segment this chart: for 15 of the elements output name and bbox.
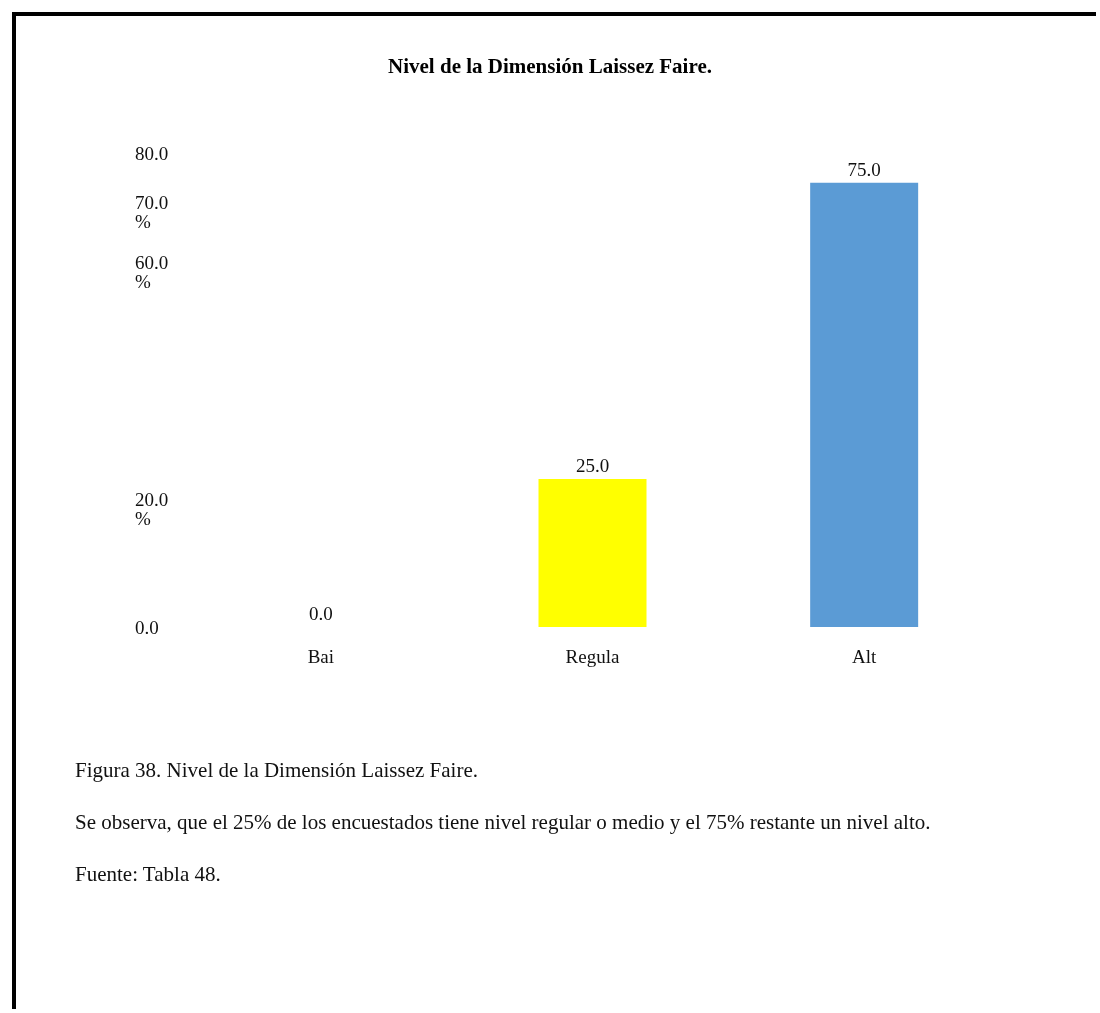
text: Figura 38. Nivel de la Dimensión Laissez Faire. — [75, 757, 479, 784]
text: Se observa, que el 25% de los encuestados tiene nivel regular o medio y el 75% restante un nivel alto. — [75, 809, 932, 836]
y-tick-label: 80.0 — [135, 142, 169, 164]
y-tick-label: 70.0 % — [135, 192, 169, 233]
x-tick-label: Bai — [307, 646, 335, 667]
x-tick-label: Regula — [565, 646, 620, 667]
chart-title: Nivel de la Dimensión Laissez Faire. — [388, 53, 712, 78]
x-tick-label: Alt — [852, 646, 878, 667]
data-label: 25.0 — [575, 454, 610, 476]
y-tick-label: 60.0 % — [135, 251, 169, 292]
y-tick-label: 0.0 — [135, 616, 159, 638]
data-label: 75.0 — [847, 158, 881, 180]
source-note: Fuente: Tabla 48. — [75, 861, 222, 888]
data-label: 0.0 — [308, 603, 333, 624]
y-tick-label: 20.0 % — [135, 488, 169, 529]
